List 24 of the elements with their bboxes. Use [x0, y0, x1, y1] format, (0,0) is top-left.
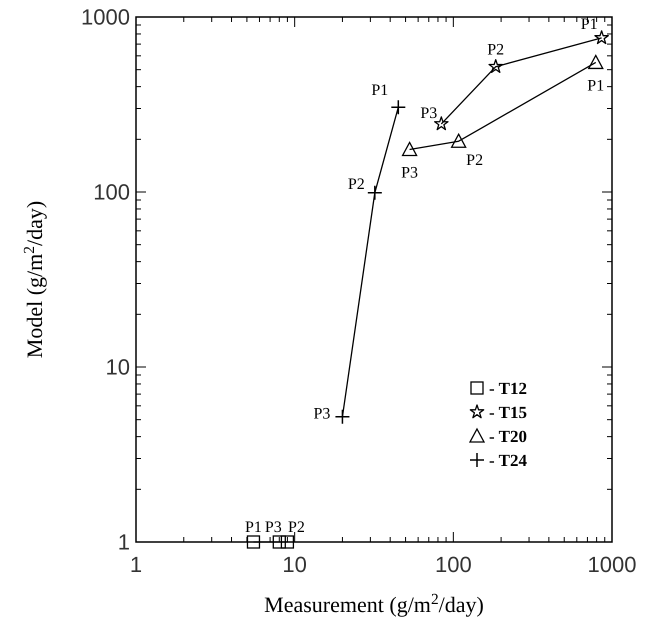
legend-label: - T12	[489, 378, 527, 398]
x-tick-label: 1000	[588, 552, 636, 577]
annotation: P3	[401, 164, 418, 182]
annotation: P1	[587, 77, 604, 94]
y-tick-label: 1	[118, 530, 130, 555]
y-tick-label: 1000	[81, 4, 130, 30]
x-tick-label: 100	[434, 552, 472, 577]
annotation: P1	[580, 16, 598, 33]
legend-label: - T15	[489, 402, 527, 422]
annotation: P2	[466, 152, 484, 170]
annotation: P1	[245, 519, 262, 536]
x-tick-label: 10	[282, 552, 307, 577]
y-tick-label: 10	[106, 354, 130, 380]
annotation: P2	[487, 42, 504, 59]
annotation: P1	[371, 82, 388, 100]
annotation: P3	[314, 406, 330, 423]
legend-label: - T20	[489, 426, 527, 446]
annotation: P2	[348, 176, 365, 193]
y-tick-label: 100	[93, 180, 130, 205]
annotation: P2	[288, 519, 305, 536]
x-axis-title: Measurement (g/m$^{2}$/day)	[264, 590, 484, 617]
legend-label: - T24	[489, 450, 528, 470]
annotation: P3	[264, 519, 282, 536]
annotation: P3	[420, 104, 438, 122]
